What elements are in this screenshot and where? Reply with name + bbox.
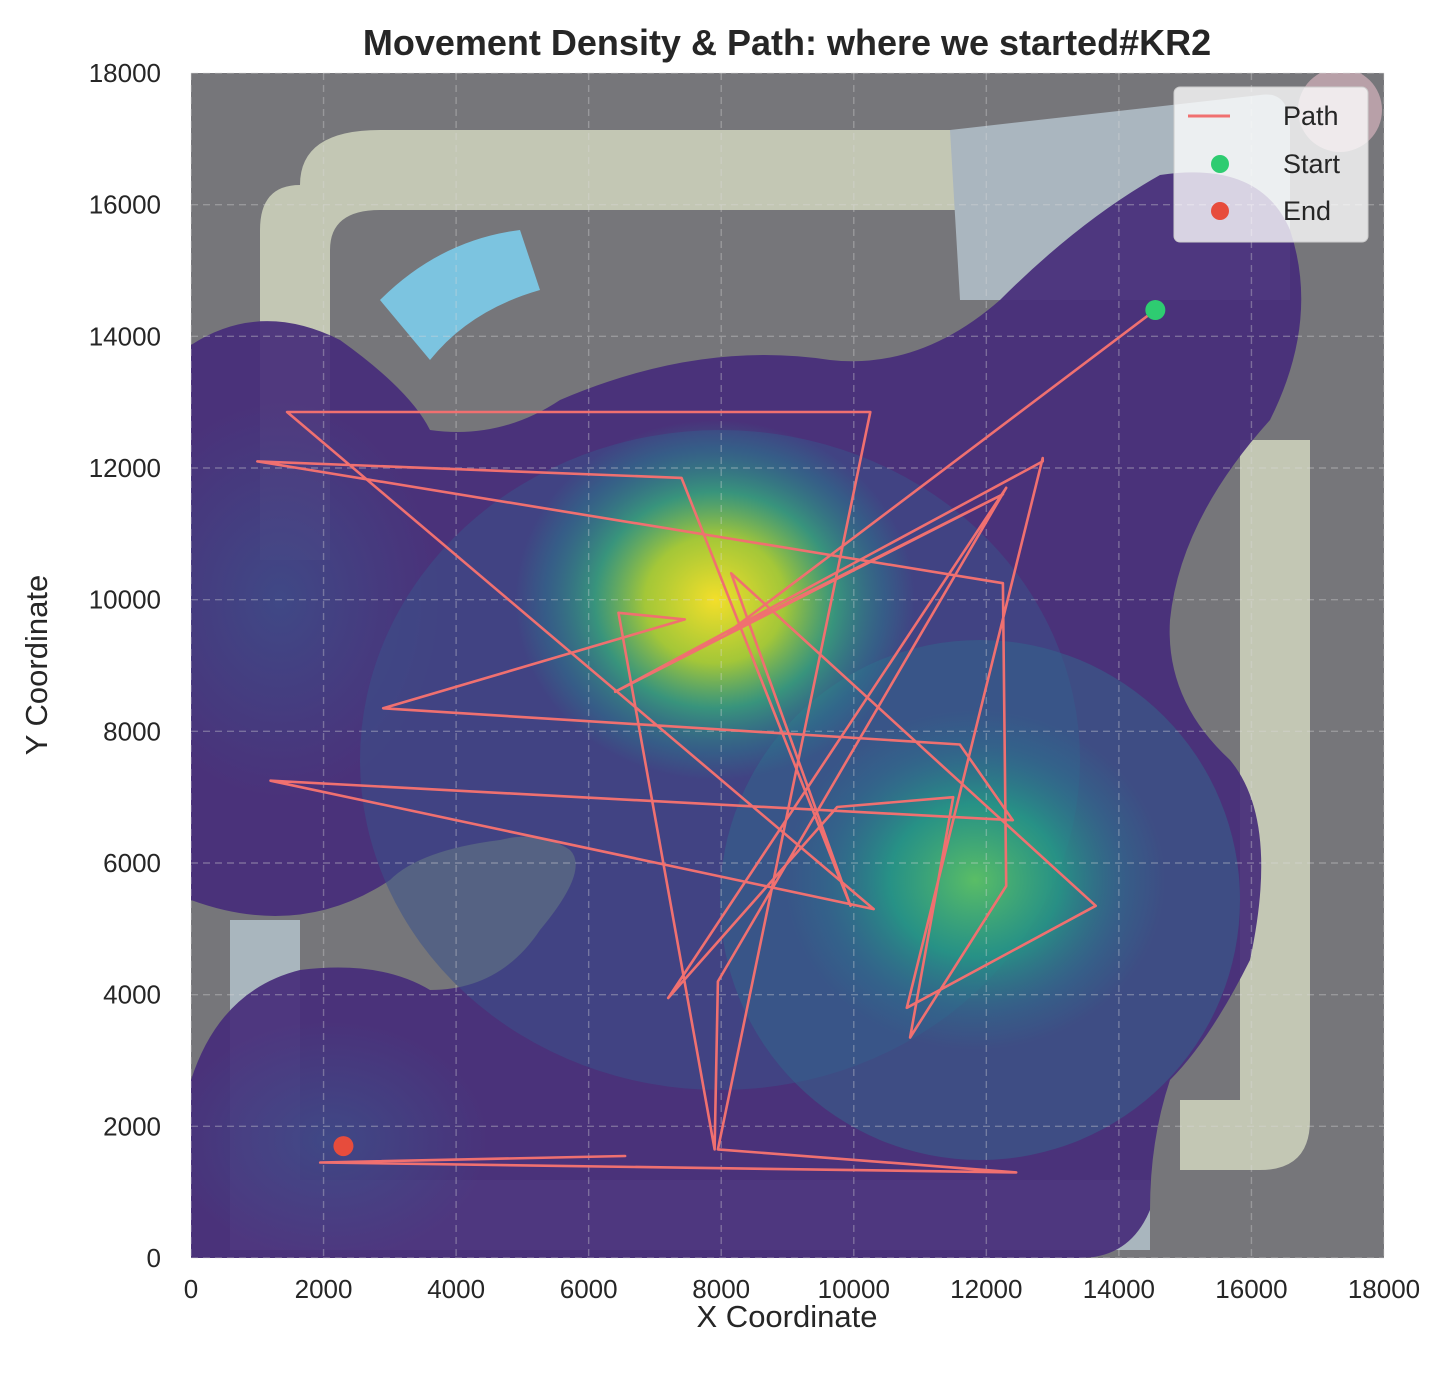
x-tick-label: 2000	[295, 1274, 353, 1304]
x-tick-label: 6000	[560, 1274, 618, 1304]
y-tick-label: 18000	[89, 58, 161, 88]
y-tick-label: 0	[147, 1243, 161, 1273]
legend-start-label: Start	[1283, 149, 1341, 179]
x-tick-label: 16000	[1215, 1274, 1287, 1304]
legend-end-label: End	[1283, 196, 1331, 226]
y-tick-label: 16000	[89, 190, 161, 220]
x-axis-ticks: 0 2000 4000 6000 8000 10000 12000 14000 16000 180…	[184, 1274, 1420, 1304]
x-tick-label: 8000	[692, 1274, 750, 1304]
x-tick-label: 4000	[427, 1274, 485, 1304]
density-ring-southwest	[191, 1020, 490, 1258]
y-tick-label: 6000	[103, 848, 161, 878]
chart-title: Movement Density & Path: where we starte…	[363, 22, 1211, 63]
map-river	[380, 230, 540, 360]
x-tick-label: 14000	[1083, 1274, 1155, 1304]
x-axis-label: X Coordinate	[697, 1299, 878, 1334]
plot-area	[190, 72, 1385, 1259]
y-tick-label: 10000	[89, 585, 161, 615]
x-tick-label: 0	[184, 1274, 198, 1304]
start-marker	[1145, 300, 1166, 320]
y-axis-ticks: 0 2000 4000 6000 8000 10000 12000 14000 16000 180…	[89, 58, 161, 1273]
y-tick-label: 14000	[89, 321, 161, 351]
grid	[190, 72, 1385, 1259]
x-tick-label: 10000	[818, 1274, 890, 1304]
x-tick-label: 12000	[950, 1274, 1022, 1304]
path-line	[255, 308, 1157, 1174]
legend-end-swatch	[1211, 202, 1229, 220]
y-tick-label: 12000	[89, 453, 161, 483]
density-peak-second	[785, 710, 1165, 1050]
legend-path-label: Path	[1283, 101, 1339, 131]
x-tick-label: 18000	[1348, 1274, 1420, 1304]
legend-start-swatch	[1211, 155, 1229, 173]
y-axis-label: Y Coordinate	[19, 575, 54, 755]
y-tick-label: 8000	[103, 716, 161, 746]
y-tick-label: 4000	[103, 980, 161, 1010]
y-tick-label: 2000	[103, 1111, 161, 1141]
end-marker	[333, 1136, 354, 1157]
legend: Path Start End	[1173, 86, 1369, 243]
